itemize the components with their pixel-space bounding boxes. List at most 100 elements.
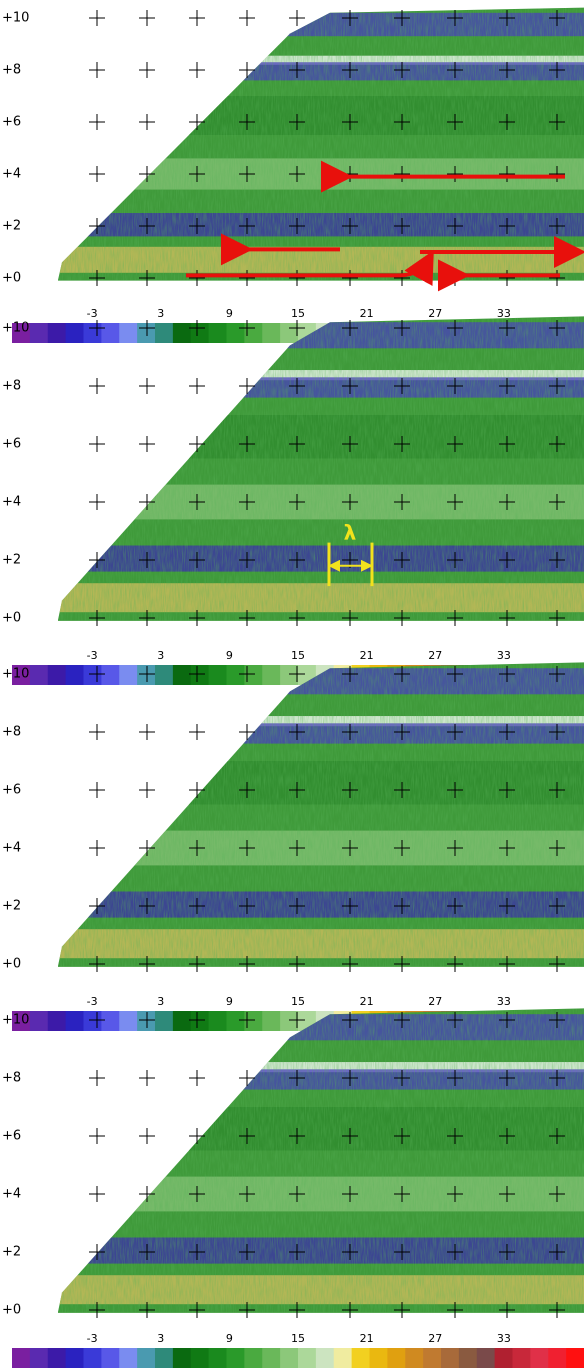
grid-cross bbox=[499, 378, 515, 394]
grid-cross bbox=[289, 270, 305, 286]
grid-cross bbox=[394, 666, 410, 682]
grid-cross bbox=[447, 1070, 463, 1086]
grid-cross bbox=[394, 840, 410, 856]
colorbar-tick-label: 33 bbox=[497, 649, 511, 662]
grid-cross bbox=[289, 724, 305, 740]
colorbar-tick-label: 27 bbox=[428, 307, 442, 320]
radar-echo bbox=[58, 1008, 584, 1313]
colorbar-cell bbox=[83, 665, 102, 685]
grid-cross bbox=[549, 10, 565, 26]
grid-cross bbox=[342, 724, 358, 740]
grid-cross bbox=[342, 782, 358, 798]
grid-cross bbox=[189, 378, 205, 394]
grid-cross bbox=[189, 956, 205, 972]
grid-cross bbox=[394, 114, 410, 130]
colorbar-tick-label: 21 bbox=[360, 649, 374, 662]
arrow bbox=[186, 250, 434, 286]
colorbar-cell bbox=[155, 323, 174, 343]
grid-cross bbox=[447, 1186, 463, 1202]
grid-cross bbox=[499, 1128, 515, 1144]
colorbar-tick-label: 15 bbox=[291, 995, 305, 1008]
grid-cross bbox=[89, 666, 105, 682]
grid-cross bbox=[189, 1302, 205, 1318]
echo-texture bbox=[58, 1008, 584, 1313]
radar-echo bbox=[58, 316, 584, 621]
colorbar-tick-label: 9 bbox=[226, 995, 233, 1008]
grid-cross bbox=[394, 956, 410, 972]
colorbar-cell bbox=[494, 1348, 513, 1368]
grid-cross bbox=[139, 494, 155, 510]
grid-cross bbox=[499, 270, 515, 286]
grid-cross bbox=[394, 898, 410, 914]
grid-cross bbox=[289, 840, 305, 856]
colorbar-cell bbox=[155, 1011, 174, 1031]
colorbar-cell bbox=[280, 323, 299, 343]
grid-cross bbox=[342, 956, 358, 972]
grid-cross bbox=[342, 1070, 358, 1086]
grid-cross bbox=[499, 1244, 515, 1260]
colorbar-cell bbox=[190, 323, 210, 343]
grid-cross bbox=[549, 956, 565, 972]
grid-cross bbox=[549, 320, 565, 336]
colorbar-cell bbox=[155, 1348, 174, 1368]
colorbar-cell bbox=[119, 1348, 138, 1368]
y-tick-label: +0 bbox=[2, 1303, 21, 1318]
grid-cross bbox=[89, 10, 105, 26]
grid-cross bbox=[239, 270, 255, 286]
grid-cross bbox=[447, 610, 463, 626]
grid-cross bbox=[394, 610, 410, 626]
panel: +10 +8 +6 +4 +2 +0 -3 3 9 15 21 27 33 bbox=[2, 7, 584, 343]
grid-cross bbox=[289, 1186, 305, 1202]
grid-cross bbox=[239, 320, 255, 336]
colorbar-cell bbox=[262, 1011, 281, 1031]
grid-cross bbox=[89, 270, 105, 286]
colorbar-cell bbox=[405, 1348, 424, 1368]
colorbar-tick-label: 9 bbox=[226, 649, 233, 662]
colorbar-tick-label: 9 bbox=[226, 307, 233, 320]
colorbar-tick-label: 3 bbox=[157, 995, 164, 1008]
echo-texture bbox=[58, 662, 584, 967]
grid-cross bbox=[342, 898, 358, 914]
grid-cross bbox=[549, 1128, 565, 1144]
colorbar-cell bbox=[137, 1011, 156, 1031]
grid-cross bbox=[499, 610, 515, 626]
grid-cross bbox=[289, 1244, 305, 1260]
colorbar-cell bbox=[566, 1348, 584, 1368]
colorbar-cell bbox=[101, 1011, 120, 1031]
grid-cross bbox=[549, 166, 565, 182]
grid-cross bbox=[342, 10, 358, 26]
colorbar-cell bbox=[280, 1348, 299, 1368]
grid-cross bbox=[342, 114, 358, 130]
grid-cross bbox=[499, 898, 515, 914]
colorbar-cell bbox=[119, 1011, 138, 1031]
y-tick-label: +4 bbox=[2, 495, 21, 510]
grid-cross bbox=[239, 956, 255, 972]
grid-cross bbox=[189, 320, 205, 336]
grid-cross bbox=[499, 62, 515, 78]
y-tick-label: +10 bbox=[2, 11, 29, 26]
grid-cross bbox=[89, 1128, 105, 1144]
colorbar-cell bbox=[119, 665, 138, 685]
colorbar-tick-label: 27 bbox=[428, 995, 442, 1008]
y-tick-label: +2 bbox=[2, 219, 21, 234]
grid-cross bbox=[447, 1128, 463, 1144]
grid-cross bbox=[139, 320, 155, 336]
y-tick-label: +4 bbox=[2, 167, 21, 182]
y-tick-label: +2 bbox=[2, 899, 21, 914]
colorbar-cell bbox=[47, 323, 67, 343]
grid-cross bbox=[289, 10, 305, 26]
colorbar-cell bbox=[226, 323, 245, 343]
colorbar-cell bbox=[512, 1348, 531, 1368]
radar-echo bbox=[58, 7, 584, 281]
colorbar-tick-label: 21 bbox=[360, 995, 374, 1008]
grid-cross bbox=[189, 436, 205, 452]
grid-cross bbox=[189, 666, 205, 682]
colorbar-tick-label: -3 bbox=[87, 1332, 98, 1345]
grid-cross bbox=[239, 1302, 255, 1318]
grid-cross bbox=[342, 320, 358, 336]
colorbar-cell bbox=[101, 323, 120, 343]
colorbar-cell bbox=[29, 1348, 49, 1368]
grid-cross bbox=[549, 218, 565, 234]
grid-cross bbox=[139, 1244, 155, 1260]
y-tick-label: +10 bbox=[2, 667, 29, 682]
